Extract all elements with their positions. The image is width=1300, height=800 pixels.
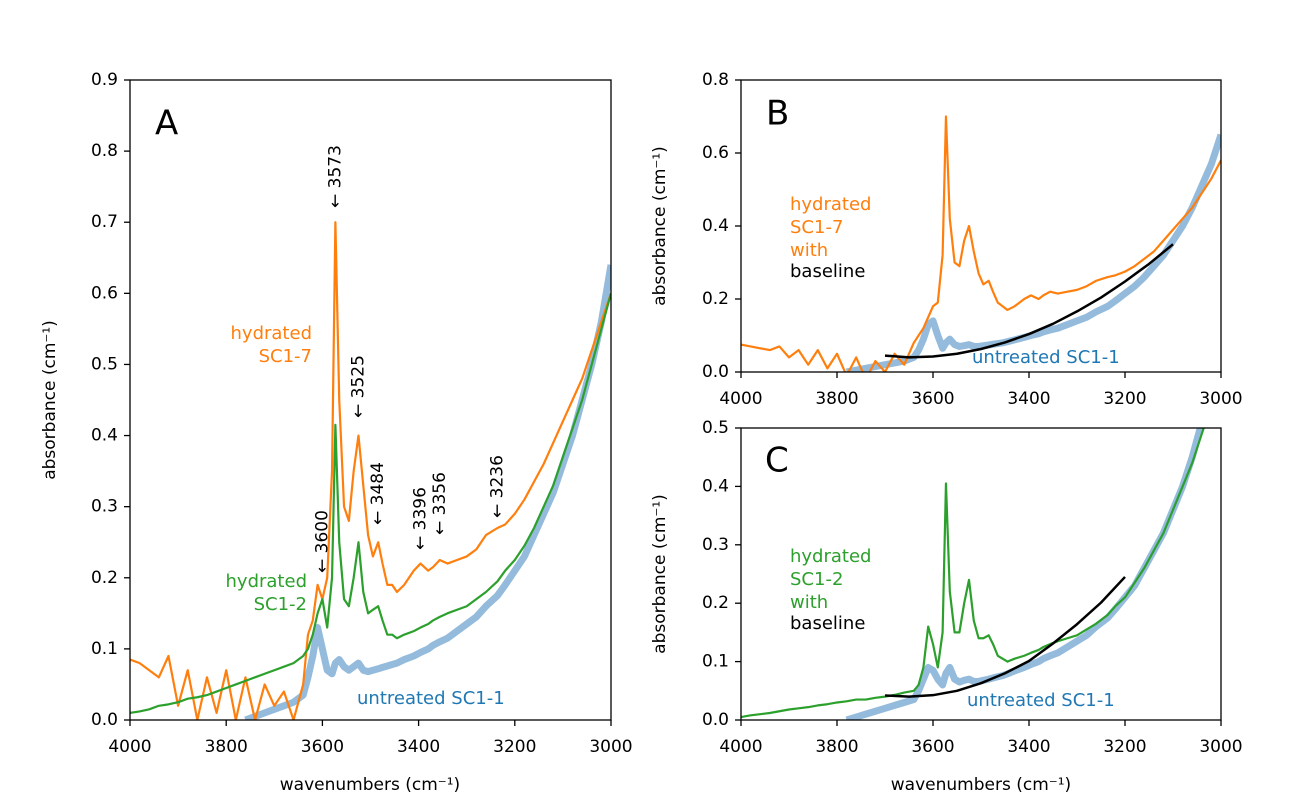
peak-label: ← 3236 [487,455,507,518]
y-tick-label: 0.3 [91,497,118,517]
y-tick-label: 0.5 [91,354,118,374]
curve-label: SC1-2 [254,594,307,615]
peak-label: ← 3600 [312,510,332,573]
curve-label: with [790,240,828,261]
x-tick-label: 3400 [1007,389,1050,409]
y-tick-label: 0.3 [702,535,729,555]
plot-area [741,428,1205,720]
y-axis-label: absorbance (cm⁻¹) [650,146,670,306]
y-tick-label: 0.6 [91,283,118,303]
y-tick-label: 0.0 [702,710,729,730]
x-tick-label: 3600 [911,389,954,409]
x-tick-label: 4000 [719,389,762,409]
y-tick-label: 0.1 [91,639,118,659]
peak-label: ← 3396 [411,487,431,550]
x-tick-label: 3600 [911,737,954,757]
spectrum-line [884,576,1126,698]
x-tick-label: 3200 [1103,737,1146,757]
y-tick-label: 0.4 [702,216,729,236]
curve-label: SC1-7 [790,217,843,238]
y-tick-label: 0.2 [702,593,729,613]
y-tick-label: 0.8 [91,141,118,161]
panel-letter: B [766,94,789,134]
x-tick-label: 3000 [1199,389,1242,409]
x-tick-label: 3200 [493,737,536,757]
curve-label: hydrated [226,571,307,592]
panel-letter: A [155,104,178,144]
spectrum-line [741,428,1205,719]
x-axis-label: wavenumbers (cm⁻¹) [891,775,1071,795]
x-tick-label: 3400 [397,737,440,757]
curve-label: hydrated [231,323,312,344]
panel-letter: C [765,441,789,481]
peak-label: ← 3573 [325,145,345,208]
y-tick-label: 0.2 [702,289,729,309]
y-tick-label: 0.5 [702,418,729,438]
y-tick-label: 0.1 [702,652,729,672]
x-tick-label: 3200 [1103,389,1146,409]
curve-label: hydrated [790,546,871,567]
x-tick-label: 3400 [1007,737,1050,757]
curve-label: SC1-7 [259,346,312,367]
plot-frame [740,427,1222,721]
spectrum-line [884,243,1174,359]
y-axis-label: absorbance (cm⁻¹) [40,320,60,480]
curve-label: hydrated [790,194,871,215]
x-tick-label: 3800 [815,737,858,757]
x-axis-label: wavenumbers (cm⁻¹) [280,775,460,795]
curve-label: untreated SC1-1 [972,347,1120,368]
x-tick-label: 3800 [205,737,248,757]
plot-frame [129,79,612,721]
plot-area [130,221,611,720]
y-tick-label: 0.8 [702,70,729,90]
peak-label: ← 3525 [348,355,368,418]
x-tick-label: 4000 [108,737,151,757]
x-tick-label: 4000 [719,737,762,757]
curve-label: untreated SC1-1 [967,690,1115,711]
curve-label: baseline [790,613,865,634]
y-tick-label: 0.0 [702,362,729,382]
y-tick-label: 0.9 [91,70,118,90]
peak-label: ← 3484 [368,462,388,525]
y-tick-label: 0.0 [91,710,118,730]
curve-label: with [790,592,828,613]
x-tick-label: 3600 [301,737,344,757]
spectrum-line [244,264,611,720]
spectrum-line [741,115,1221,372]
y-tick-label: 0.4 [91,426,118,446]
peak-label: ← 3356 [430,472,450,535]
y-tick-label: 0.6 [702,143,729,163]
spectrum-line [845,133,1221,372]
y-tick-label: 0.7 [91,212,118,232]
x-tick-label: 3800 [815,389,858,409]
x-tick-label: 3000 [1199,737,1242,757]
y-tick-label: 0.2 [91,568,118,588]
curve-label: SC1-2 [790,569,843,590]
y-axis-label: absorbance (cm⁻¹) [650,494,670,654]
y-tick-label: 0.4 [702,476,729,496]
curve-label: baseline [790,261,865,282]
plot-area [741,115,1221,372]
spectrum-line [130,293,611,714]
curve-label: untreated SC1-1 [357,688,505,709]
x-tick-label: 3000 [589,737,632,757]
